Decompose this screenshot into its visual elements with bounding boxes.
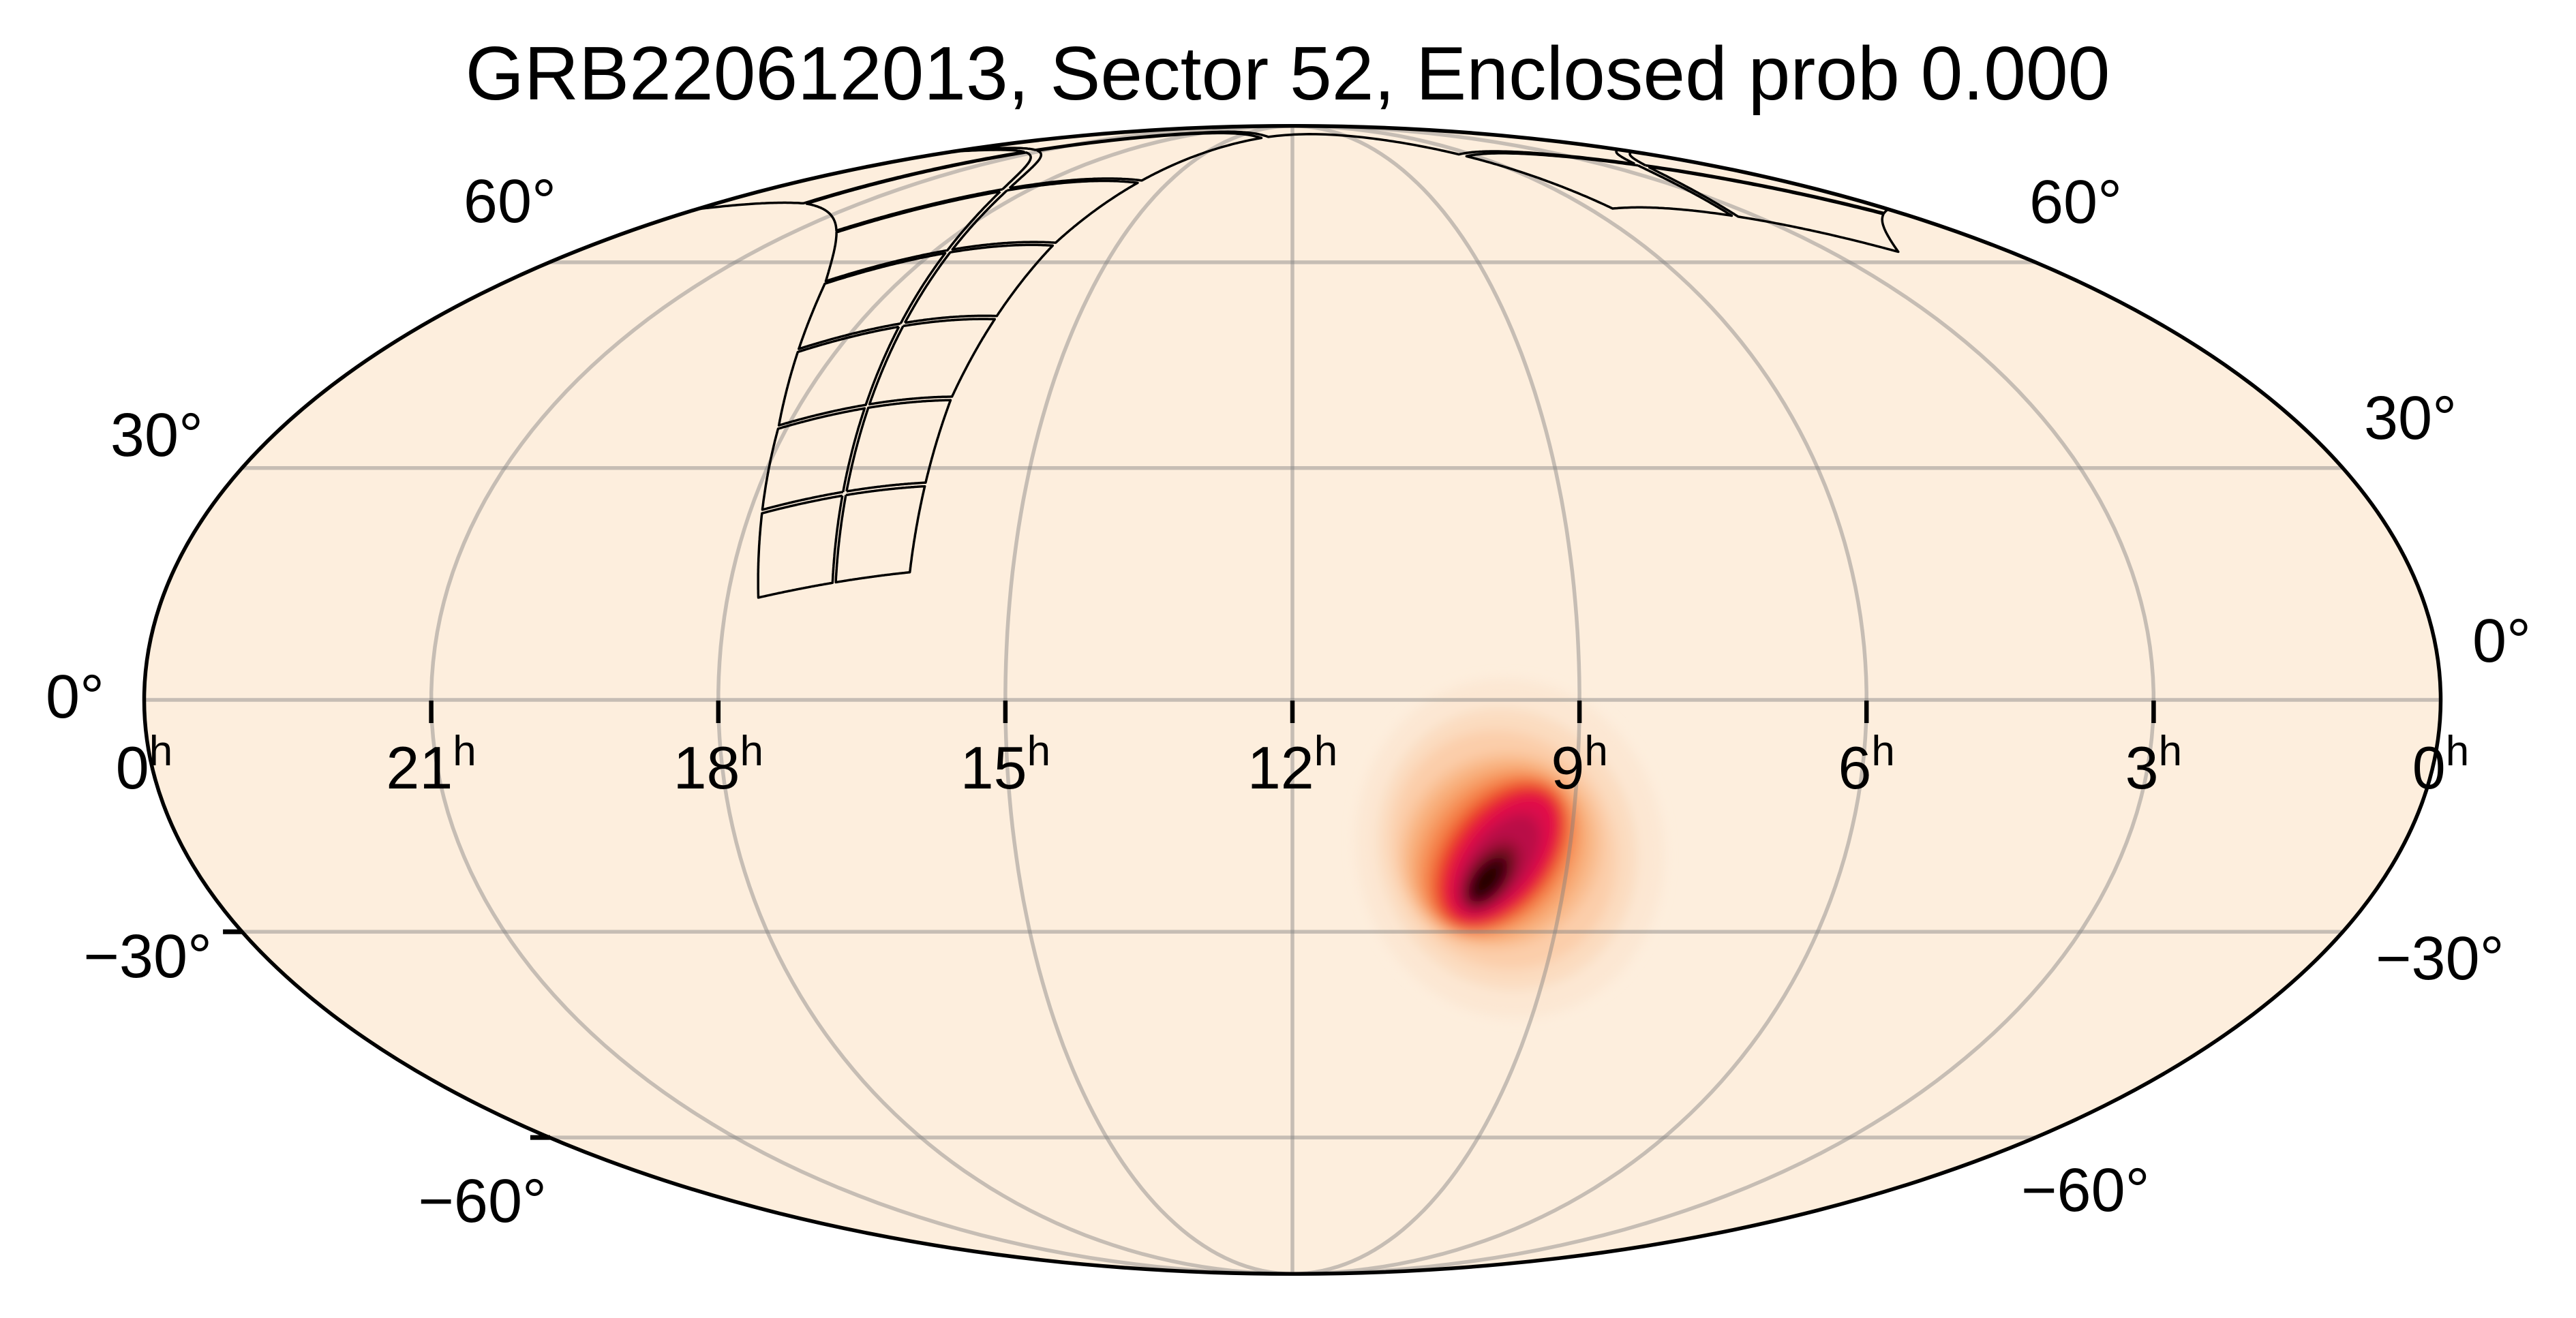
svg-text:−60°: −60° bbox=[418, 1167, 547, 1236]
svg-text:60°: 60° bbox=[464, 168, 556, 236]
svg-text:60°: 60° bbox=[2029, 168, 2122, 236]
svg-text:−30°: −30° bbox=[2376, 925, 2504, 993]
svg-text:−30°: −30° bbox=[83, 923, 212, 991]
svg-text:0°: 0° bbox=[46, 663, 104, 731]
svg-text:30°: 30° bbox=[110, 401, 203, 470]
svg-text:−60°: −60° bbox=[2021, 1156, 2150, 1225]
svg-text:9h: 9h bbox=[1551, 728, 1607, 801]
svg-text:0°: 0° bbox=[2472, 607, 2531, 675]
svg-text:30°: 30° bbox=[2364, 384, 2457, 453]
svg-text:GRB220612013, Sector 52, Enclo: GRB220612013, Sector 52, Enclosed prob 0… bbox=[466, 31, 2110, 116]
svg-text:3h: 3h bbox=[2125, 728, 2182, 801]
